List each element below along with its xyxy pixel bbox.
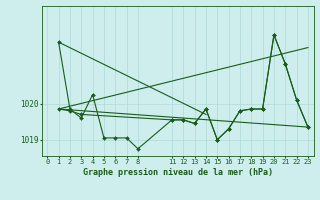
X-axis label: Graphe pression niveau de la mer (hPa): Graphe pression niveau de la mer (hPa) [83, 168, 273, 177]
